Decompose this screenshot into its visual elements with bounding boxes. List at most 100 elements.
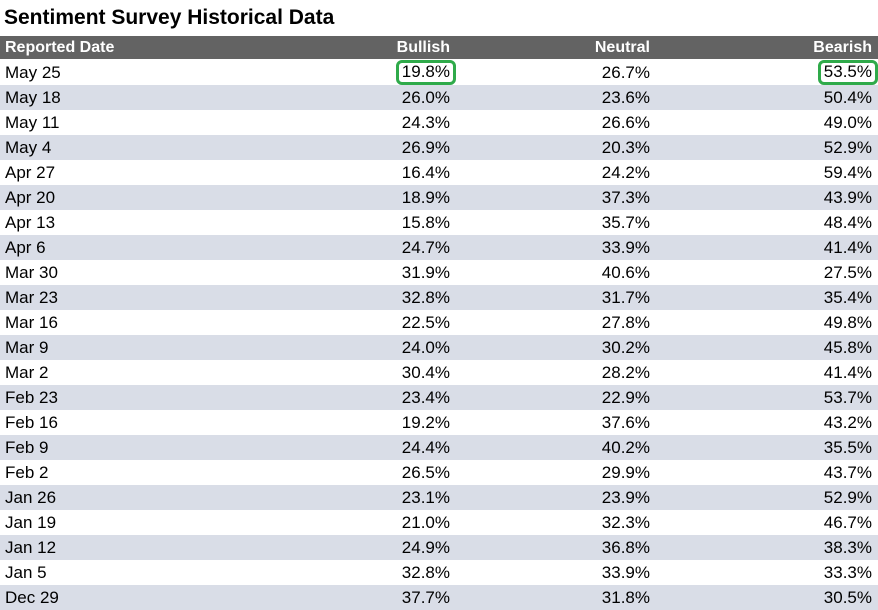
highlighted-value: 19.8% xyxy=(395,60,456,85)
cell-date: Apr 6 xyxy=(5,238,46,257)
table-body: May 25 19.8% 26.7% 53.5% May 18 26.0% 23.6% 50.… xyxy=(0,59,878,610)
cell-bullish: 21.0% xyxy=(401,513,450,532)
table-row: May 11 24.3% 26.6% 49.0% xyxy=(0,110,878,135)
cell-neutral: 22.9% xyxy=(601,388,650,407)
cell-bullish: 31.9% xyxy=(401,263,450,282)
cell-neutral: 31.8% xyxy=(601,588,650,607)
cell-neutral: 33.9% xyxy=(601,238,650,257)
cell-date: Mar 9 xyxy=(5,338,49,357)
table-row: Mar 9 24.0% 30.2% 45.8% xyxy=(0,335,878,360)
table-row: Mar 16 22.5% 27.8% 49.8% xyxy=(0,310,878,335)
column-header-bearish: Bearish xyxy=(813,39,872,56)
cell-bearish: 52.9% xyxy=(823,138,872,157)
cell-neutral: 23.9% xyxy=(601,488,650,507)
cell-bearish: 43.9% xyxy=(823,188,872,207)
cell-bearish: 30.5% xyxy=(823,588,872,607)
cell-date: Jan 5 xyxy=(5,563,47,582)
cell-date: Feb 2 xyxy=(5,463,49,482)
column-header-date: Reported Date xyxy=(5,39,115,56)
table-row: Mar 30 31.9% 40.6% 27.5% xyxy=(0,260,878,285)
cell-neutral: 24.2% xyxy=(601,163,650,182)
cell-bearish: 35.4% xyxy=(823,288,872,307)
cell-neutral: 26.6% xyxy=(601,113,650,132)
cell-bullish: 32.8% xyxy=(401,288,450,307)
cell-bearish: 33.3% xyxy=(823,563,872,582)
cell-bearish: 43.7% xyxy=(823,463,872,482)
table-row: Feb 23 23.4% 22.9% 53.7% xyxy=(0,385,878,410)
cell-bullish: 26.9% xyxy=(401,138,450,157)
cell-bearish: 41.4% xyxy=(823,363,872,382)
table-row: Mar 2 30.4% 28.2% 41.4% xyxy=(0,360,878,385)
cell-bullish: 24.0% xyxy=(401,338,450,357)
cell-bullish: 24.3% xyxy=(401,113,450,132)
table-row: Jan 26 23.1% 23.9% 52.9% xyxy=(0,485,878,510)
cell-neutral: 35.7% xyxy=(601,213,650,232)
cell-bearish: 43.2% xyxy=(823,413,872,432)
cell-bullish: 23.1% xyxy=(401,488,450,507)
cell-bullish: 30.4% xyxy=(401,363,450,382)
table-row: May 25 19.8% 26.7% 53.5% xyxy=(0,59,878,85)
table-row: Jan 5 32.8% 33.9% 33.3% xyxy=(0,560,878,585)
cell-neutral: 28.2% xyxy=(601,363,650,382)
column-header-bullish: Bullish xyxy=(396,39,450,56)
cell-date: Apr 20 xyxy=(5,188,56,207)
cell-bearish: 38.3% xyxy=(823,538,872,557)
cell-bearish: 53.5% xyxy=(650,59,878,85)
cell-neutral: 26.7% xyxy=(601,62,650,82)
table-row: Apr 27 16.4% 24.2% 59.4% xyxy=(0,160,878,185)
cell-neutral: 20.3% xyxy=(601,138,650,157)
cell-bearish: 50.4% xyxy=(823,88,872,107)
cell-bullish: 24.7% xyxy=(401,238,450,257)
cell-date: Feb 16 xyxy=(5,413,58,432)
cell-neutral: 40.2% xyxy=(601,438,650,457)
cell-bullish: 37.7% xyxy=(401,588,450,607)
cell-date: May 11 xyxy=(5,113,60,132)
cell-neutral: 23.6% xyxy=(601,88,650,107)
cell-neutral: 36.8% xyxy=(601,538,650,557)
column-header-neutral: Neutral xyxy=(594,39,650,56)
cell-bearish: 35.5% xyxy=(823,438,872,457)
cell-date: Mar 30 xyxy=(5,263,58,282)
cell-bullish: 32.8% xyxy=(401,563,450,582)
cell-date: Dec 29 xyxy=(5,588,59,607)
table-row: Apr 13 15.8% 35.7% 48.4% xyxy=(0,210,878,235)
table-row: Apr 20 18.9% 37.3% 43.9% xyxy=(0,185,878,210)
table-row: Dec 29 37.7% 31.8% 30.5% xyxy=(0,585,878,610)
table-row: Apr 6 24.7% 33.9% 41.4% xyxy=(0,235,878,260)
cell-bullish: 22.5% xyxy=(401,313,450,332)
cell-date: May 25 xyxy=(5,62,61,82)
cell-date: Mar 2 xyxy=(5,363,49,382)
table-row: Feb 16 19.2% 37.6% 43.2% xyxy=(0,410,878,435)
cell-bearish: 27.5% xyxy=(823,263,872,282)
table-row: Jan 19 21.0% 32.3% 46.7% xyxy=(0,510,878,535)
page-title: Sentiment Survey Historical Data xyxy=(4,6,335,29)
cell-bearish: 49.8% xyxy=(823,313,872,332)
cell-bullish: 19.8% xyxy=(290,59,456,85)
cell-bullish: 24.9% xyxy=(401,538,450,557)
table-row: Jan 12 24.9% 36.8% 38.3% xyxy=(0,535,878,560)
cell-date: Feb 9 xyxy=(5,438,49,457)
cell-bullish: 16.4% xyxy=(401,163,450,182)
cell-date: May 4 xyxy=(5,138,52,157)
table-row: Feb 9 24.4% 40.2% 35.5% xyxy=(0,435,878,460)
cell-date: Apr 13 xyxy=(5,213,56,232)
cell-bearish: 45.8% xyxy=(823,338,872,357)
highlighted-value: 53.5% xyxy=(817,60,878,85)
cell-neutral: 33.9% xyxy=(601,563,650,582)
cell-bullish: 18.9% xyxy=(401,188,450,207)
cell-bullish: 15.8% xyxy=(401,213,450,232)
cell-date: Jan 12 xyxy=(5,538,57,557)
cell-bearish: 49.0% xyxy=(823,113,872,132)
sentiment-table: Reported Date Bullish Neutral Bearish Ma… xyxy=(0,36,878,610)
table-row: Feb 2 26.5% 29.9% 43.7% xyxy=(0,460,878,485)
table-row: Mar 23 32.8% 31.7% 35.4% xyxy=(0,285,878,310)
cell-bullish: 19.2% xyxy=(401,413,450,432)
cell-neutral: 37.6% xyxy=(601,413,650,432)
cell-date: Apr 27 xyxy=(5,163,56,182)
cell-date: Jan 26 xyxy=(5,488,57,507)
table-row: May 18 26.0% 23.6% 50.4% xyxy=(0,85,878,110)
cell-neutral: 27.8% xyxy=(601,313,650,332)
cell-date: Mar 16 xyxy=(5,313,58,332)
cell-neutral: 29.9% xyxy=(601,463,650,482)
cell-bearish: 52.9% xyxy=(823,488,872,507)
